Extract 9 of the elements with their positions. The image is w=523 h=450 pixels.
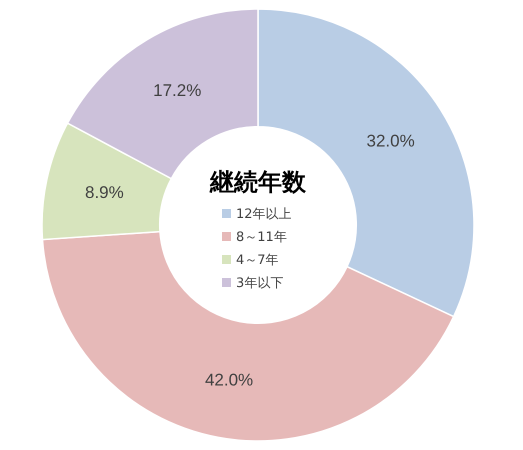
data-label: 17.2% — [153, 81, 202, 100]
data-label: 42.0% — [204, 370, 254, 390]
legend-label: 12年以上 — [236, 207, 292, 222]
data-label: 32.0% — [366, 132, 415, 151]
legend-label: 4～7年 — [236, 253, 279, 268]
legend-label: 8～11年 — [236, 230, 287, 245]
text: 継続年数 — [209, 168, 307, 196]
legend-label: 3年以下 — [236, 276, 284, 291]
data-label: 8.9% — [85, 182, 124, 202]
